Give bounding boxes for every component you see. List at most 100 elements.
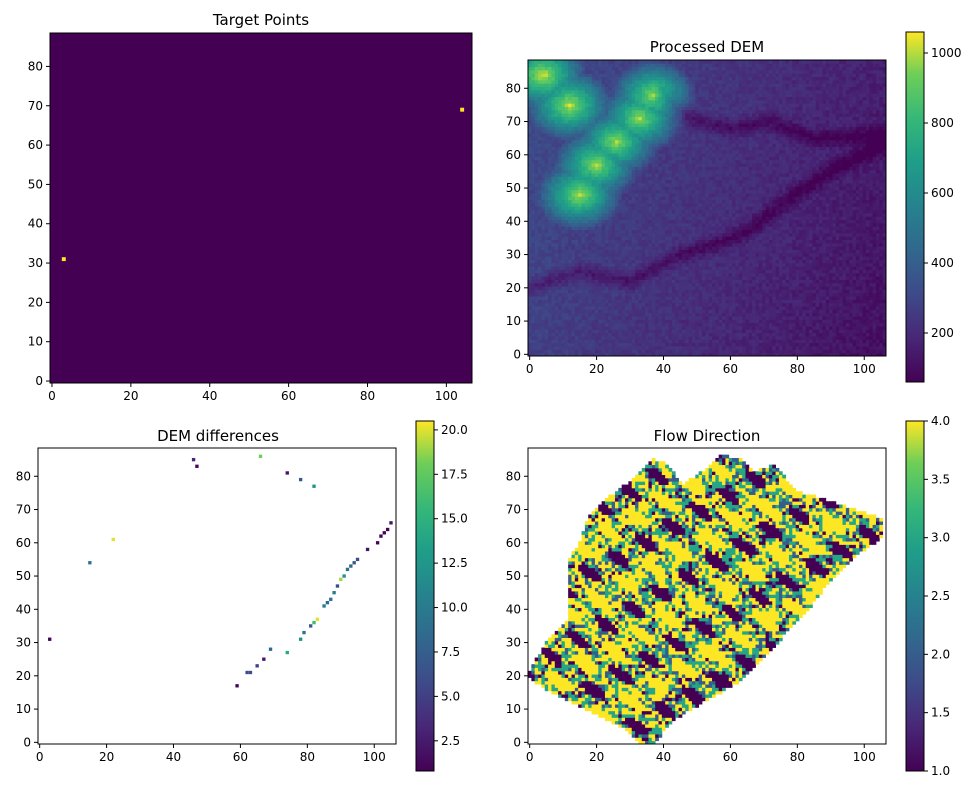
heatmap-cell <box>799 236 803 240</box>
heatmap-cell <box>701 232 706 237</box>
heatmap-cell <box>742 352 746 357</box>
heatmap-cell <box>852 346 857 350</box>
heatmap-cell <box>752 256 756 260</box>
heatmap-cell <box>681 206 686 211</box>
heatmap-cell <box>748 276 753 280</box>
heatmap-cell <box>574 216 579 221</box>
heatmap-cell <box>725 242 730 247</box>
heatmap-cell <box>538 342 542 347</box>
heatmap-cell <box>715 346 720 350</box>
heatmap-cell <box>815 266 820 270</box>
heatmap-cell <box>561 326 566 330</box>
heatmap-cell <box>865 316 870 320</box>
heatmap-cell <box>604 292 609 297</box>
heatmap-cell <box>538 289 542 294</box>
heatmap-cell <box>819 339 823 344</box>
heatmap-cell <box>752 276 756 280</box>
heatmap-cell <box>758 229 763 234</box>
heatmap-cell <box>621 292 626 297</box>
heatmap-cell <box>544 302 549 307</box>
heatmap-cell <box>588 212 592 217</box>
heatmap-cell <box>822 232 827 237</box>
heatmap-cell <box>538 326 542 330</box>
heatmap-cell <box>628 322 633 327</box>
heatmap-cell <box>875 286 880 290</box>
heatmap-cell <box>534 346 539 350</box>
heatmap-cell <box>625 332 629 337</box>
heatmap-cell <box>802 276 807 280</box>
heatmap-cell <box>752 316 756 320</box>
heatmap-cell <box>568 326 572 330</box>
heatmap-cell <box>604 316 609 320</box>
heatmap-cell <box>695 346 700 350</box>
heatmap-cell <box>581 209 586 214</box>
heatmap-cell <box>671 326 676 330</box>
heatmap-cell <box>635 222 639 227</box>
heatmap-cell <box>708 232 713 237</box>
heatmap-cell <box>691 259 696 264</box>
heatmap-cell <box>872 256 877 260</box>
heatmap-cell <box>561 299 566 304</box>
heatmap-cell <box>725 316 730 320</box>
heatmap-cell <box>695 309 700 314</box>
heatmap-cell <box>591 229 596 234</box>
heatmap-cell <box>752 232 756 237</box>
heatmap-cell <box>658 272 663 277</box>
heatmap-cell <box>578 326 582 330</box>
heatmap-cell <box>534 219 539 224</box>
heatmap-cell <box>581 279 586 284</box>
heatmap-cell <box>591 326 596 330</box>
heatmap-cell <box>809 299 813 304</box>
heatmap-cell <box>778 219 783 224</box>
heatmap-cell <box>762 352 766 357</box>
heatmap-cell <box>842 299 847 304</box>
heatmap-cell <box>772 296 776 300</box>
heatmap-cell <box>544 289 549 294</box>
heatmap-cell <box>802 242 807 247</box>
heatmap-cell <box>568 216 572 221</box>
heatmap-cell <box>608 219 613 224</box>
heatmap-cell <box>645 206 649 211</box>
heatmap-cell <box>604 312 609 317</box>
heatmap-cell <box>855 203 860 207</box>
heatmap-cell <box>772 229 776 234</box>
heatmap-cell <box>701 332 706 337</box>
heatmap-cell <box>528 229 532 234</box>
heatmap-cell <box>785 226 790 231</box>
heatmap-cell <box>564 252 569 257</box>
heatmap-cell <box>882 203 887 207</box>
heatmap-cell <box>698 286 703 290</box>
heatmap-cell <box>792 239 797 244</box>
heatmap-cell <box>865 319 870 324</box>
heatmap-cell <box>665 206 669 211</box>
heatmap-cell <box>728 249 733 254</box>
heatmap-cell <box>621 239 626 244</box>
heatmap-cell <box>829 226 833 231</box>
heatmap-cell <box>815 316 820 320</box>
heatmap-cell <box>832 299 837 304</box>
heatmap-cell <box>748 336 753 340</box>
heatmap-cell <box>635 319 639 324</box>
heatmap-cell <box>849 339 853 344</box>
heatmap-cell <box>618 246 623 250</box>
heatmap-cell <box>685 269 689 274</box>
heatmap-cell <box>638 252 643 257</box>
heatmap-cell <box>678 216 683 221</box>
heatmap-cell <box>564 339 569 344</box>
heatmap-cell <box>574 256 579 260</box>
heatmap-cell <box>701 292 706 297</box>
heatmap-cell <box>661 299 666 304</box>
heatmap-cell <box>601 272 606 277</box>
heatmap-cell <box>658 269 663 274</box>
heatmap-cell <box>875 319 880 324</box>
heatmap-cell <box>611 222 616 227</box>
heatmap-cell <box>722 299 726 304</box>
heatmap-cell <box>805 249 810 254</box>
heatmap-cell <box>825 206 830 211</box>
heatmap-cell <box>571 226 576 231</box>
heatmap-cell <box>859 206 863 211</box>
heatmap-cell <box>571 346 576 350</box>
heatmap-cell <box>865 203 870 207</box>
heatmap-cell <box>862 259 867 264</box>
heatmap-cell <box>548 269 552 274</box>
